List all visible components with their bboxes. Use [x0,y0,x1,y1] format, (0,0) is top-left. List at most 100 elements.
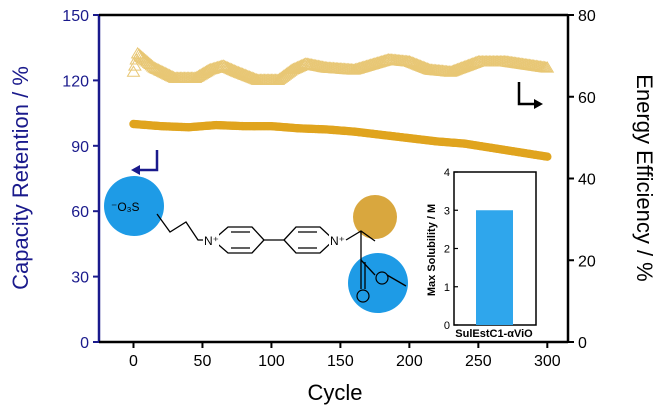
right-y-tick-label: 40 [578,172,596,189]
efficiency-point [221,61,236,74]
efficiency-point [245,71,259,83]
inset-ticks: 0 1 2 3 4 [444,167,458,332]
right-y-tick-label: 60 [578,90,596,107]
efficiency-point [292,60,306,72]
efficiency-point [408,57,422,69]
efficiency-point [147,61,162,73]
efficiency-point [151,63,166,75]
methoxy-bond [386,274,407,287]
left-y-tick-label: 30 [71,270,89,287]
inset-y-tick-label: 0 [444,320,450,332]
efficiency-point [238,68,253,80]
x-tick-label: 300 [534,353,561,370]
efficiency-point [162,68,177,81]
inset-solubility-chart: 0 1 2 3 4 Max Solubility / M SulEstC1-αViO [426,167,537,340]
inset-y-tick-label: 2 [444,244,450,256]
efficiency-point [405,56,420,68]
efficiency-point [127,59,142,71]
left-axis-indicator-arrow [131,150,159,175]
x-tick-label: 0 [129,353,138,370]
efficiency-point [228,64,243,77]
efficiency-point [159,67,174,79]
efficiency-point [236,67,251,80]
inset-bar [476,210,513,325]
efficiency-point [232,66,247,78]
label-backdrop [329,233,345,247]
energy-efficiency-series [126,46,555,85]
efficiency-point [464,57,479,70]
efficiency-point [227,64,242,76]
left-y-tick-label: 90 [71,139,89,156]
propyl-chain-bond [156,213,211,241]
efficiency-point [158,66,173,79]
efficiency-point [155,65,170,77]
x-axis-title: Cycle [307,380,362,405]
x-tick-label: 50 [194,353,212,370]
left-n-plus-label: N⁺ [204,234,219,248]
right-y-tick-label: 80 [578,8,596,25]
efficiency-point [470,55,484,68]
efficiency-point [235,67,250,79]
x-tick-label: 200 [396,353,423,370]
efficiency-point [403,55,418,68]
right-n-plus-label: N⁺ [330,234,345,248]
efficiency-point [148,61,163,74]
left-y-tick-label: 0 [80,335,89,352]
efficiency-point [410,58,425,70]
efficiency-point [540,61,555,73]
efficiency-point [413,59,428,71]
molecule-structure-illustration: ⁻O₃S N⁺ N⁺ [104,176,408,313]
efficiency-point [241,69,255,82]
right-y-tick-label: 20 [578,253,596,270]
x-tick-label: 100 [258,353,285,370]
sulfonate-blue-sphere [104,176,164,236]
ester-oxygen [375,271,389,285]
efficiency-point [126,65,141,77]
efficiency-point [220,60,235,73]
inset-category-label: SulEstC1-αViO [455,328,533,340]
left-y-tick-label: 120 [62,73,89,90]
efficiency-point [224,62,239,75]
methyl-gold-sphere [353,195,397,239]
left-y-axis-title: Capacity Retention / % [8,66,33,290]
right-axis-indicator-arrow [517,82,543,109]
efficiency-point [414,59,429,72]
efficiency-point [239,69,254,81]
efficiency-point [219,60,233,72]
efficiency-point [409,57,424,70]
x-tick-label: 250 [465,353,492,370]
efficiency-point [242,70,257,82]
efficiency-point [150,62,164,74]
inset-y-tick-label: 3 [444,205,450,217]
efficiency-point [156,65,171,78]
efficiency-point [243,70,258,83]
efficiency-point [417,61,432,73]
efficiency-point [230,65,244,77]
inset-y-tick-label: 4 [444,167,450,179]
inset-y-tick-label: 1 [444,282,450,294]
right-pyridinium-ring [283,226,335,254]
efficiency-point [402,55,417,67]
right-y-tick-label: 0 [578,335,587,352]
left-y-tick-label: 60 [71,204,89,221]
efficiency-point [234,66,248,79]
carbonyl-oxygen [356,289,370,303]
right-y-axis-title: Energy Efficiency / % [632,74,657,281]
capacity-point [543,152,552,161]
left-pyridinium-ring [212,226,265,254]
label-backdrop [203,232,219,246]
capacity-retention-series [129,119,552,161]
efficiency-point [296,58,311,70]
efficiency-point [416,60,431,72]
efficiency-point [217,59,232,72]
inset-bars [476,210,513,325]
tick-group [93,14,574,348]
ester-bond [360,259,376,276]
efficiency-point [216,59,231,71]
efficiency-point [152,63,167,76]
efficiency-point [223,62,237,74]
efficiency-point [225,63,240,75]
